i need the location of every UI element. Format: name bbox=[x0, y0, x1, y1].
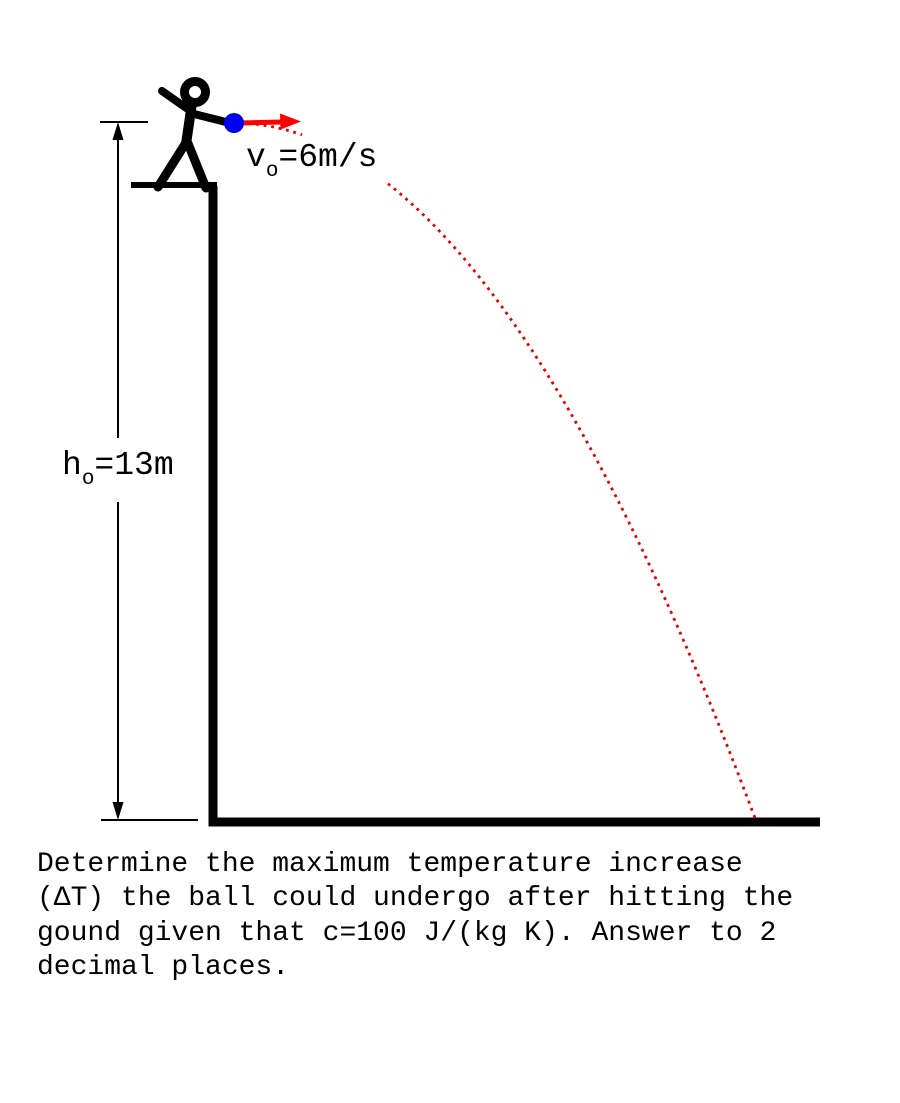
height-label-base: h bbox=[62, 447, 82, 484]
trajectory-segment-start bbox=[240, 121, 303, 137]
stick-figure-icon bbox=[153, 77, 234, 193]
height-measure-arrow bbox=[112, 122, 124, 820]
velocity-label-base: v bbox=[246, 139, 266, 176]
question-text: Determine the maximum temperature increa… bbox=[37, 848, 877, 986]
stick-figure-leg-left bbox=[153, 136, 192, 192]
trajectory-segment-fall bbox=[387, 182, 757, 819]
height-label-subscript: o bbox=[81, 468, 95, 491]
height-label-value: =13m bbox=[94, 447, 174, 484]
ball bbox=[224, 113, 244, 133]
question-line-1: Determine the maximum temperature increa… bbox=[37, 849, 743, 880]
velocity-label-value: =6m/s bbox=[278, 139, 378, 176]
stick-figure-leg-right bbox=[182, 136, 211, 193]
stick-figure-arm-back bbox=[158, 87, 196, 116]
velocity-label-subscript: o bbox=[265, 160, 279, 183]
velocity-arrowhead-icon bbox=[280, 113, 301, 130]
question-line-4: decimal places. bbox=[37, 952, 290, 984]
arrowhead-down-icon bbox=[112, 802, 124, 820]
velocity-vector-arrow bbox=[239, 113, 301, 130]
arrowhead-up-icon bbox=[112, 122, 124, 140]
height-label: ho=13m bbox=[62, 447, 174, 491]
trajectory-path bbox=[240, 121, 757, 819]
question-line-3: gound given that c=100 J/(kg K). Answer … bbox=[37, 917, 777, 949]
velocity-arrow-shaft bbox=[239, 119, 284, 126]
stick-figure-arm-throwing bbox=[190, 110, 234, 127]
question-line-2: (ΔT) the ball could undergo after hittin… bbox=[37, 883, 794, 915]
velocity-label: vo=6m/s bbox=[246, 139, 378, 183]
